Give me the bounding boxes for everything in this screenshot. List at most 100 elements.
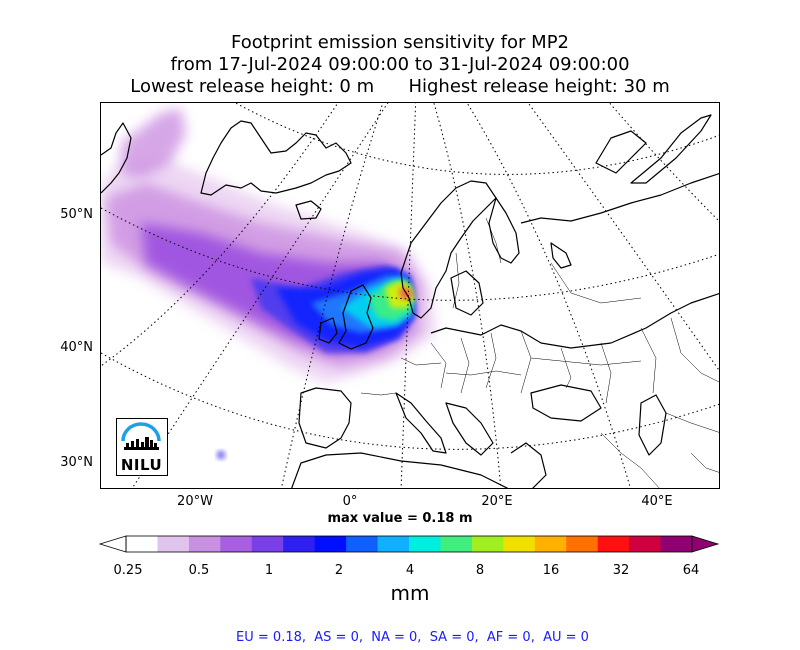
nilu-logo-icon bbox=[121, 422, 161, 450]
coast-iberia bbox=[298, 387, 352, 449]
colorbar-segment bbox=[660, 536, 693, 552]
colorbar-tick-8: 8 bbox=[475, 563, 485, 578]
nilu-logo: NILU bbox=[116, 418, 168, 476]
coast-black-sea bbox=[530, 384, 602, 422]
coast-greenland-east bbox=[200, 120, 352, 196]
graticule bbox=[101, 103, 719, 488]
colorbar-tick-1: 1 bbox=[264, 563, 274, 578]
plume-north-arm bbox=[121, 108, 186, 178]
colorbar-segment bbox=[314, 536, 347, 552]
graticule-lon-50e bbox=[608, 103, 719, 222]
coast-greenland bbox=[101, 122, 132, 194]
border-14 bbox=[360, 392, 397, 396]
border-6 bbox=[520, 330, 532, 394]
colorbar-segment bbox=[251, 536, 284, 552]
colorbar-segment bbox=[440, 536, 473, 552]
plume-isolated-spot bbox=[217, 451, 225, 459]
border-7 bbox=[560, 347, 572, 389]
graticule-lat-50 bbox=[101, 207, 719, 301]
colorbar-tick-16: 16 bbox=[542, 563, 560, 578]
coast-svalbard bbox=[595, 130, 647, 174]
lat-label-40n: 40°N bbox=[60, 340, 93, 355]
colorbar-segment bbox=[126, 536, 159, 552]
graticule-lon-40e bbox=[527, 103, 719, 372]
graticule-lon-20e bbox=[433, 103, 502, 488]
coast-finland bbox=[488, 197, 520, 264]
lon-label-20e: 20°E bbox=[481, 494, 513, 509]
colorbar-segment bbox=[377, 536, 410, 552]
nilu-logo-text: NILU bbox=[120, 456, 163, 474]
plume-layer bbox=[101, 108, 436, 459]
colorbar-tick-0.25: 0.25 bbox=[113, 563, 143, 578]
colorbar-tick-0.5: 0.5 bbox=[188, 563, 210, 578]
coastlines bbox=[101, 114, 719, 488]
graticule-lon-10e bbox=[400, 103, 417, 488]
lat-label-50n: 50°N bbox=[60, 207, 93, 222]
colorbar-tick-64: 64 bbox=[682, 563, 700, 578]
border-17 bbox=[600, 432, 660, 488]
border-9 bbox=[640, 327, 657, 394]
colorbar-unit-label: mm bbox=[390, 581, 430, 605]
colorbar-segment bbox=[188, 536, 221, 552]
graticule-lon-10w bbox=[131, 103, 389, 488]
border-15 bbox=[550, 262, 642, 304]
country-borders bbox=[360, 217, 719, 488]
colorbar-segment bbox=[597, 536, 630, 552]
coast-iceland bbox=[295, 200, 322, 220]
border-10 bbox=[400, 357, 442, 366]
region-totals: EU = 0.18, AS = 0, NA = 0, SA = 0, AF = … bbox=[236, 630, 589, 645]
coast-ireland bbox=[318, 317, 338, 344]
colorbar-segment bbox=[409, 536, 442, 552]
colorbar-frame bbox=[125, 535, 693, 553]
graticule-lat-north bbox=[234, 103, 719, 175]
colorbar-tick-2: 2 bbox=[334, 563, 344, 578]
colorbar-segment bbox=[534, 536, 567, 552]
coast-novaya-zemlya bbox=[630, 114, 712, 184]
border-8 bbox=[600, 342, 612, 404]
graticule-lon-20w bbox=[101, 103, 339, 367]
border-12 bbox=[530, 357, 642, 366]
graticule-lat-40 bbox=[101, 352, 719, 450]
lon-label-40e: 40°E bbox=[641, 494, 673, 509]
colorbar-segment bbox=[629, 536, 662, 552]
border-3 bbox=[430, 342, 447, 389]
coast-europe-mainland bbox=[430, 293, 719, 349]
colorbar-segment bbox=[566, 536, 599, 552]
max-value-label: max value = 0.18 m bbox=[327, 511, 473, 526]
footprint-map bbox=[100, 102, 720, 489]
coast-white-sea bbox=[550, 242, 572, 269]
map-title-line-3: Lowest release height: 0 m Highest relea… bbox=[130, 76, 670, 97]
lat-label-30n: 30°N bbox=[60, 455, 93, 470]
border-5 bbox=[485, 332, 497, 389]
coast-caspian bbox=[638, 394, 667, 456]
colorbar-tick-32: 32 bbox=[612, 563, 630, 578]
border-11 bbox=[445, 370, 522, 376]
colorbar-segment bbox=[346, 536, 379, 552]
colorbar-segment bbox=[283, 536, 316, 552]
border-18 bbox=[690, 452, 719, 473]
colorbar-over-arrow bbox=[691, 535, 720, 553]
colorbar bbox=[98, 535, 720, 553]
border-2 bbox=[485, 217, 502, 264]
coast-italy bbox=[395, 392, 447, 454]
map-title-line-2: from 17-Jul-2024 09:00:00 to 31-Jul-2024… bbox=[170, 54, 630, 75]
border-1 bbox=[452, 252, 460, 309]
map-title-line-1: Footprint emission sensitivity for MP2 bbox=[230, 32, 569, 53]
coast-middle-east bbox=[510, 442, 547, 488]
border-4 bbox=[460, 337, 470, 394]
coast-baltic bbox=[450, 270, 484, 316]
coast-british-isles bbox=[338, 284, 374, 350]
colorbar-tick-4: 4 bbox=[405, 563, 415, 578]
colorbar-segment bbox=[220, 536, 253, 552]
border-16 bbox=[665, 412, 719, 433]
coast-russia-north bbox=[520, 173, 719, 224]
colorbar-segment bbox=[503, 536, 536, 552]
map-canvas bbox=[101, 103, 719, 488]
coast-greece-balkans bbox=[445, 402, 494, 456]
lon-label-0: 0° bbox=[342, 494, 358, 509]
lon-label-20w: 20°W bbox=[177, 494, 213, 509]
colorbar-under-arrow bbox=[98, 535, 127, 553]
colorbar-segment bbox=[157, 536, 190, 552]
coast-scandinavia bbox=[400, 180, 497, 319]
coast-north-africa bbox=[291, 452, 509, 488]
